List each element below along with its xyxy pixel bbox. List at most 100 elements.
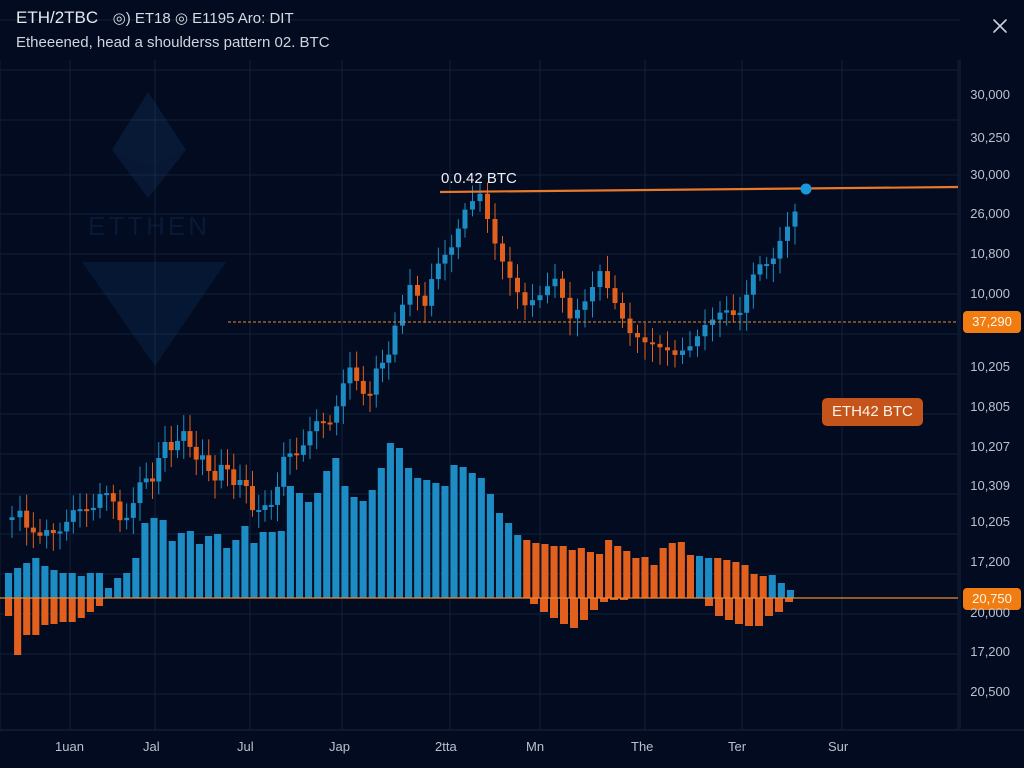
chart-header: ETH/2TBC ◎) ET18 ◎ E1195 Aro: DIT Etheee… xyxy=(16,8,330,51)
ethereum-watermark-icon: ETTHEN xyxy=(82,92,226,366)
candle xyxy=(354,367,360,381)
y-tick-label: 10,000 xyxy=(970,286,1010,301)
candle xyxy=(777,240,783,259)
y-tick-label: 10,309 xyxy=(970,478,1010,493)
y-tick-label: 30,000 xyxy=(970,167,1010,182)
histogram-bar xyxy=(559,546,567,598)
candle xyxy=(442,254,448,264)
histogram-bar xyxy=(141,523,149,598)
candle xyxy=(545,286,550,296)
candle xyxy=(500,243,505,262)
histogram-bar xyxy=(23,563,31,598)
histogram-bar xyxy=(775,598,783,612)
candle xyxy=(672,350,678,355)
candle xyxy=(642,337,648,343)
candle xyxy=(104,493,110,496)
candle xyxy=(530,300,535,306)
y-tick-label: 10,800 xyxy=(970,246,1010,261)
candle xyxy=(340,383,346,407)
candle xyxy=(307,431,313,446)
candle xyxy=(237,479,243,486)
candle xyxy=(770,258,776,265)
candle xyxy=(744,294,750,313)
y-tick-label: 10,205 xyxy=(970,514,1010,529)
candle xyxy=(130,503,136,518)
histogram-bar xyxy=(568,550,576,598)
candle xyxy=(243,479,249,487)
candle xyxy=(77,509,83,512)
candle xyxy=(150,478,155,482)
histogram-bar xyxy=(32,598,40,635)
candle xyxy=(702,324,708,337)
candle xyxy=(300,445,306,455)
histogram-bar xyxy=(715,598,723,616)
candle xyxy=(730,310,736,316)
histogram-bar xyxy=(286,486,294,598)
candle xyxy=(44,529,50,536)
histogram-bar xyxy=(620,598,628,600)
histogram-bar xyxy=(95,573,104,598)
histogram-bar xyxy=(32,558,40,598)
histogram-bar xyxy=(323,471,331,598)
close-button[interactable] xyxy=(990,16,1010,36)
histogram-bar xyxy=(759,576,767,598)
histogram-bar xyxy=(586,552,594,598)
histogram-bar xyxy=(595,554,604,598)
histogram-bar xyxy=(405,468,413,598)
histogram-bar xyxy=(295,493,304,598)
histogram-bar xyxy=(423,480,431,598)
histogram-bar xyxy=(550,598,558,618)
candle xyxy=(206,455,212,471)
candle xyxy=(597,271,603,288)
histogram-bar xyxy=(777,583,785,598)
candle xyxy=(231,469,237,486)
histogram-bar xyxy=(677,542,685,598)
histogram-bar xyxy=(668,543,676,598)
candle xyxy=(429,279,435,306)
candle xyxy=(407,284,413,305)
y-tick-label: 26,000 xyxy=(970,206,1010,221)
histogram-bar xyxy=(359,501,367,598)
title-row: ETH/2TBC ◎) ET18 ◎ E1195 Aro: DIT xyxy=(16,8,330,28)
y-tick-label: 30,250 xyxy=(970,130,1010,145)
histogram-bar xyxy=(560,598,568,624)
histogram-bar xyxy=(477,478,485,598)
histogram-bar xyxy=(159,520,167,598)
histogram-bar xyxy=(605,540,613,598)
candle xyxy=(124,517,130,521)
candle xyxy=(582,301,588,310)
histogram-bar xyxy=(610,598,618,600)
histogram-bar xyxy=(168,541,176,598)
candle xyxy=(612,288,618,303)
x-tick-label: Jul xyxy=(237,739,254,754)
callout-badge: ETH42 BTC xyxy=(822,398,923,426)
candle xyxy=(560,278,565,298)
candle xyxy=(757,264,763,275)
candle xyxy=(400,304,405,326)
x-tick-label: The xyxy=(631,739,654,754)
histogram-bar xyxy=(705,598,713,606)
x-tick-label: 1uan xyxy=(55,739,84,754)
histogram-bar xyxy=(114,578,122,598)
histogram-bar xyxy=(186,531,194,598)
histogram-bar xyxy=(441,486,449,598)
histogram-bar xyxy=(714,558,722,598)
candle xyxy=(522,292,528,306)
candle xyxy=(724,310,730,313)
candle xyxy=(281,456,287,487)
histogram-bar xyxy=(41,598,49,625)
candle xyxy=(212,470,218,481)
histogram-bar xyxy=(695,556,704,598)
histogram-bar xyxy=(530,598,538,604)
histogram-bar xyxy=(305,502,313,598)
candle xyxy=(575,309,580,319)
histogram-bar xyxy=(541,544,549,598)
histogram-bar xyxy=(68,598,76,622)
candle xyxy=(156,457,162,482)
histogram-bar xyxy=(650,565,658,598)
histogram-bar xyxy=(105,588,113,598)
candle xyxy=(193,446,199,460)
candle xyxy=(537,295,543,301)
candle xyxy=(64,521,70,532)
